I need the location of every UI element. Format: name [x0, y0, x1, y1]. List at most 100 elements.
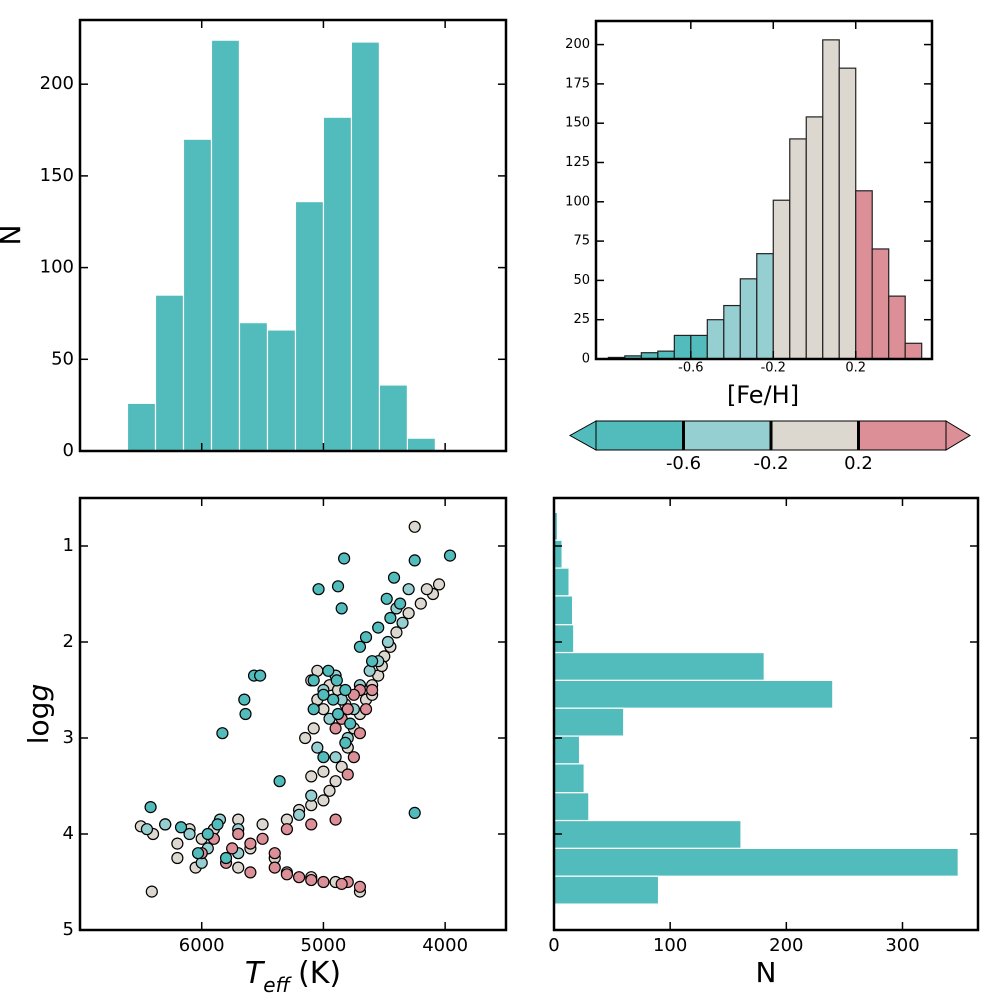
x-tick-label: 100	[653, 935, 687, 956]
histogram-bar	[888, 295, 906, 360]
scatter-point	[273, 775, 286, 788]
y-axis-label: logg	[22, 684, 55, 744]
histogram-bar	[126, 402, 157, 452]
scatter-point	[420, 583, 433, 596]
histogram-bar	[904, 342, 923, 360]
scatter-point	[408, 806, 421, 819]
scatter-point	[432, 578, 446, 591]
scatter-point	[317, 751, 330, 764]
scatter-point	[317, 794, 330, 807]
scatter-point	[344, 717, 357, 730]
scatter-point	[331, 707, 345, 721]
scatter-point	[390, 626, 403, 639]
scatter-point	[307, 722, 320, 735]
scatter-point	[268, 861, 281, 874]
scatter-point	[145, 885, 158, 898]
histogram-bar	[238, 322, 269, 452]
scatter-point	[317, 765, 330, 778]
scatter-point	[171, 851, 184, 865]
scatter-point	[299, 731, 312, 745]
scatter-point	[372, 621, 385, 634]
histogram-bar	[838, 67, 857, 360]
histogram-bar	[673, 334, 692, 360]
y-tick-label: 125	[565, 155, 590, 170]
histogram-bar	[553, 875, 660, 905]
scatter-point	[232, 827, 245, 841]
histogram-bar	[553, 847, 959, 877]
histogram-bar	[210, 39, 241, 452]
scatter-point	[239, 707, 252, 721]
scatter-point	[347, 751, 360, 764]
histogram-bar	[706, 319, 725, 360]
histogram-bar	[553, 819, 742, 849]
x-tick-label: 0.2	[845, 361, 866, 376]
scatter-point	[353, 880, 367, 893]
scatter-point	[244, 837, 257, 850]
x-tick-label: 0	[548, 935, 559, 956]
y-tick-label: 2	[63, 631, 74, 652]
histogram-bar	[553, 624, 575, 654]
histogram-bar	[553, 651, 765, 681]
scatter-point	[307, 703, 320, 716]
x-tick-label: 200	[769, 935, 803, 956]
colorbar-segment	[858, 421, 946, 450]
x-label-subscript: eff	[263, 973, 292, 997]
axes-frame	[552, 496, 980, 932]
colorbar-extend	[945, 420, 971, 451]
x-tick-label: -0.6	[678, 361, 703, 376]
y-tick-label: 50	[573, 273, 590, 288]
x-tick-label: 300	[885, 935, 919, 956]
histogram-bar	[855, 190, 873, 360]
scatter-point	[201, 827, 214, 841]
histogram-bar	[553, 707, 625, 737]
scatter-point	[305, 873, 318, 887]
scatter-point	[329, 813, 342, 826]
scatter-point	[323, 784, 336, 797]
scatter-point	[341, 703, 354, 716]
colorbar-tick-label: 0.2	[844, 453, 873, 474]
scatter-point	[443, 549, 457, 562]
scatter-point	[268, 847, 281, 860]
y-tick-label: 25	[573, 312, 590, 327]
histogram-bar	[871, 248, 890, 360]
scatter-point	[353, 727, 367, 740]
scatter-point	[280, 868, 294, 881]
y-tick-label: 1	[63, 535, 74, 556]
x-axis-label: N	[756, 956, 777, 989]
scatter-point	[384, 611, 397, 625]
axes-frame	[594, 19, 934, 361]
scatter-point	[191, 847, 205, 860]
colorbar-segment	[683, 421, 771, 450]
scatter-point	[327, 693, 340, 706]
scatter-point	[305, 789, 318, 802]
histogram-bar	[294, 200, 325, 452]
scatter-point	[183, 827, 196, 841]
x-tick-label: -0.2	[761, 361, 786, 376]
x-tick-label: 5000	[301, 935, 347, 956]
scatter-point	[329, 722, 342, 735]
scatter-point	[174, 821, 188, 834]
scatter-point	[380, 592, 393, 605]
scatter-point	[305, 818, 318, 831]
colorbar-segment	[771, 421, 859, 450]
scatter-point	[341, 768, 354, 781]
scatter-point	[396, 616, 409, 629]
histogram-bar	[378, 384, 409, 452]
y-label-text: log	[22, 702, 55, 745]
scatter-point	[366, 655, 379, 668]
scatter-point	[329, 775, 342, 788]
scatter-point	[292, 871, 306, 884]
scatter-point	[359, 703, 373, 716]
scatter-point	[159, 818, 172, 831]
histogram-bar	[805, 116, 824, 360]
y-label-italic: g	[22, 684, 55, 702]
y-tick-label: 0	[582, 352, 590, 367]
scatter-point	[402, 607, 415, 620]
y-tick-label: 175	[565, 76, 590, 91]
scatter-point	[387, 571, 401, 584]
colorbar-tick-label: -0.2	[753, 453, 788, 474]
scatter-point	[256, 832, 269, 845]
histogram-bar	[553, 792, 590, 822]
histogram-bar	[690, 334, 708, 360]
scatter-point	[322, 664, 335, 677]
